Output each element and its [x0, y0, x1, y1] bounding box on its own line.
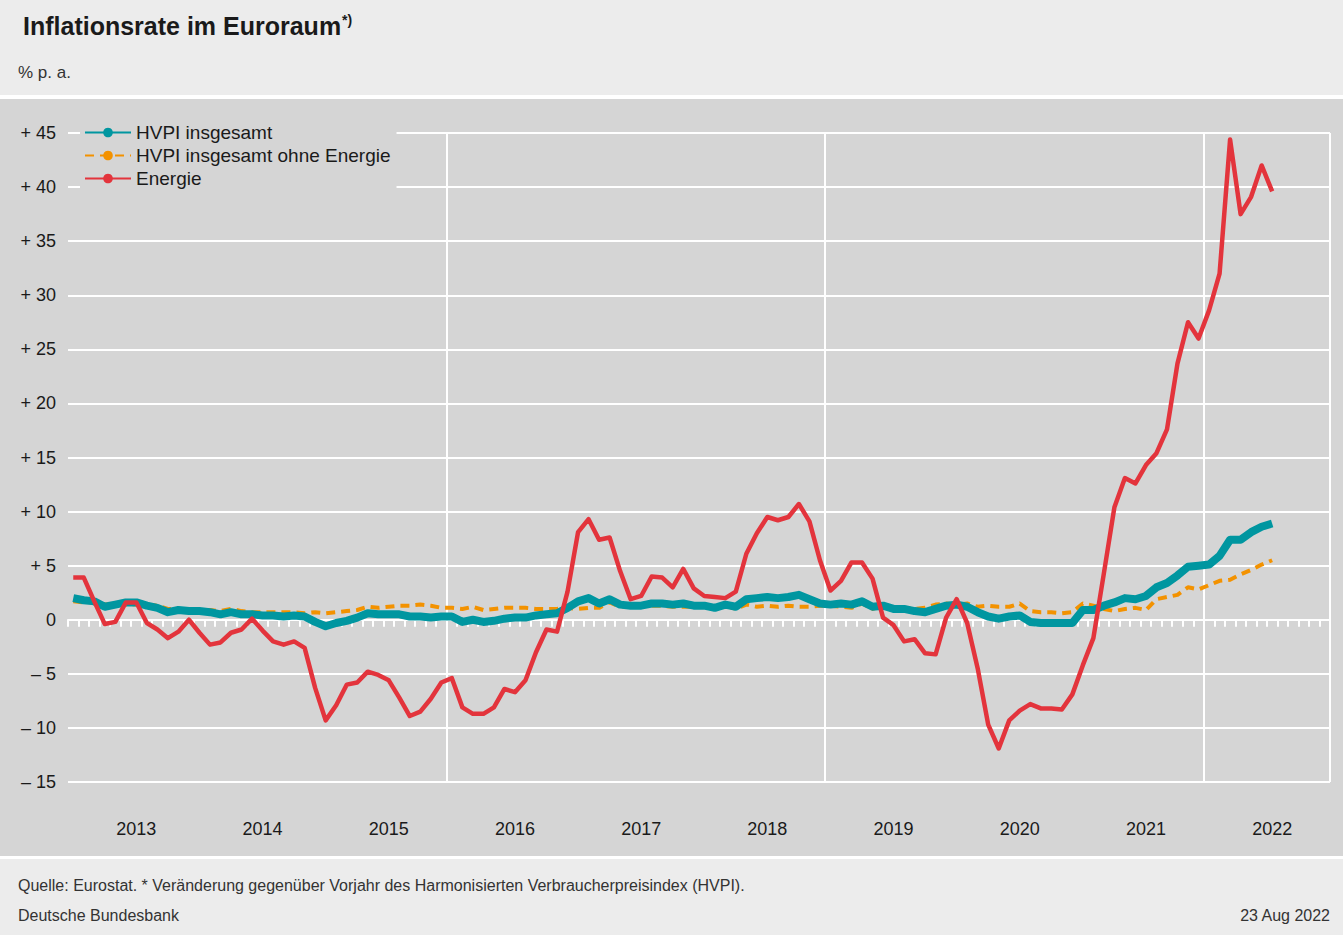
svg-text:– 10: – 10	[21, 718, 56, 738]
svg-text:+ 35: + 35	[20, 231, 56, 251]
svg-text:HVPI insgesamt: HVPI insgesamt	[136, 122, 273, 143]
svg-text:+ 40: + 40	[20, 177, 56, 197]
svg-text:*): *)	[342, 12, 352, 28]
svg-text:Deutsche Bundesbank: Deutsche Bundesbank	[18, 907, 180, 924]
svg-text:2016: 2016	[495, 819, 535, 839]
svg-text:+ 30: + 30	[20, 285, 56, 305]
svg-text:% p. a.: % p. a.	[18, 63, 71, 82]
svg-text:2013: 2013	[116, 819, 156, 839]
svg-text:2021: 2021	[1126, 819, 1166, 839]
svg-text:Quelle: Eurostat. * Veränderun: Quelle: Eurostat. * Veränderung gegenübe…	[18, 877, 745, 894]
svg-text:+ 25: + 25	[20, 339, 56, 359]
svg-text:2022: 2022	[1252, 819, 1292, 839]
svg-text:0: 0	[46, 610, 56, 630]
svg-text:– 15: – 15	[21, 772, 56, 792]
svg-text:2015: 2015	[369, 819, 409, 839]
svg-text:+ 5: + 5	[30, 556, 56, 576]
svg-text:Inflationsrate im Euroraum: Inflationsrate im Euroraum	[23, 12, 341, 40]
svg-text:+ 45: + 45	[20, 123, 56, 143]
svg-text:– 5: – 5	[31, 664, 56, 684]
svg-text:+ 10: + 10	[20, 502, 56, 522]
svg-text:2019: 2019	[874, 819, 914, 839]
svg-text:+ 20: + 20	[20, 393, 56, 413]
svg-text:2017: 2017	[621, 819, 661, 839]
svg-text:HVPI insgesamt ohne Energie: HVPI insgesamt ohne Energie	[136, 145, 391, 166]
svg-text:23 Aug 2022: 23 Aug 2022	[1240, 907, 1330, 924]
svg-text:Energie: Energie	[136, 168, 202, 189]
svg-text:2018: 2018	[747, 819, 787, 839]
svg-text:2020: 2020	[1000, 819, 1040, 839]
svg-text:2014: 2014	[243, 819, 283, 839]
svg-text:+ 15: + 15	[20, 448, 56, 468]
